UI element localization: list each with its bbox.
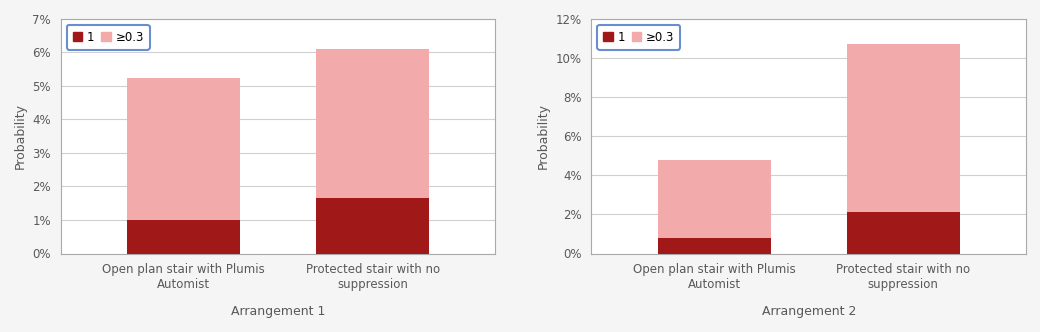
Legend: 1, ≥0.3: 1, ≥0.3 bbox=[597, 25, 680, 49]
X-axis label: Arrangement 1: Arrangement 1 bbox=[231, 305, 326, 318]
Bar bbox=[847, 212, 960, 254]
X-axis label: Arrangement 2: Arrangement 2 bbox=[761, 305, 856, 318]
Bar bbox=[847, 44, 960, 212]
Bar bbox=[316, 198, 430, 254]
Y-axis label: Probability: Probability bbox=[537, 103, 550, 169]
Bar bbox=[657, 238, 771, 254]
Bar bbox=[127, 220, 240, 254]
Legend: 1, ≥0.3: 1, ≥0.3 bbox=[67, 25, 150, 49]
Bar bbox=[127, 78, 240, 220]
Bar bbox=[316, 49, 430, 198]
Bar bbox=[657, 160, 771, 238]
Y-axis label: Probability: Probability bbox=[14, 103, 27, 169]
